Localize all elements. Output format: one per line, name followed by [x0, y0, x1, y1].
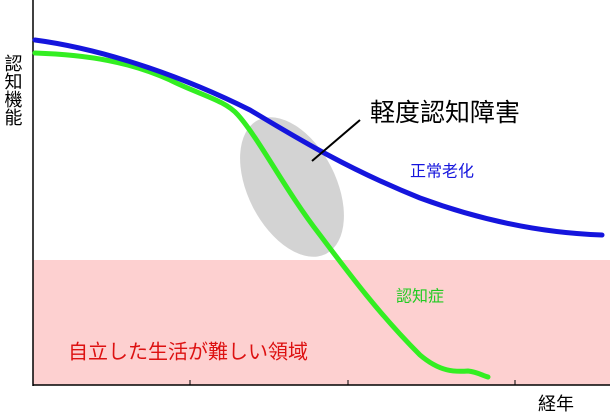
dementia-curve	[32, 50, 491, 380]
dementia-label: 認知症	[396, 287, 444, 306]
mci-region	[240, 117, 344, 257]
normal-aging-label: 正常老化	[410, 162, 474, 181]
mci-pointer	[311, 119, 361, 162]
x-ticks	[189, 380, 516, 385]
x-axis-label: 経年	[538, 394, 574, 415]
dependent-zone	[33, 260, 610, 385]
mci-label: 軽度認知障害	[370, 98, 520, 127]
normal-aging-curve	[32, 37, 605, 238]
y-axis-label: 認知機能	[2, 54, 23, 126]
dependent-zone-label: 自立した生活が難しい領域	[68, 340, 308, 364]
